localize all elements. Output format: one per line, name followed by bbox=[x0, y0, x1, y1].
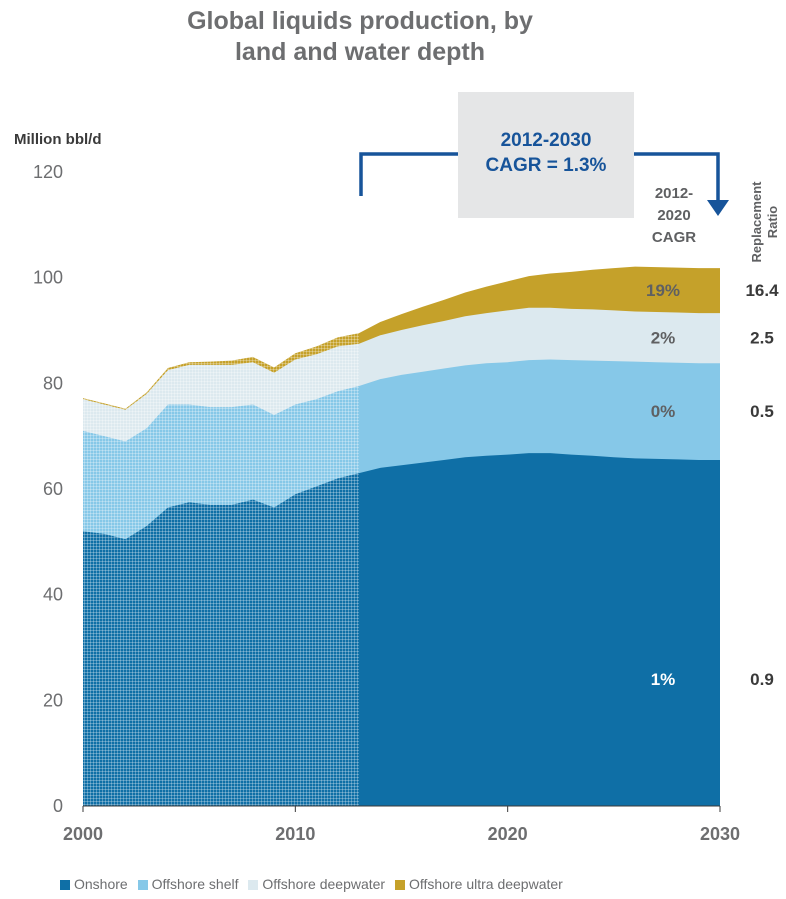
ratio-header-line-2: Ratio bbox=[765, 206, 780, 239]
y-axis-unit-label: Million bbl/d bbox=[14, 131, 101, 148]
legend: Onshore Offshore shelf Offshore deepwate… bbox=[60, 876, 780, 892]
x-axis: 2000 2010 2020 2030 bbox=[63, 806, 740, 844]
y-tick-label: 100 bbox=[33, 268, 63, 288]
x-tick-label: 2030 bbox=[700, 824, 740, 844]
legend-swatch-offshore-deepwater bbox=[248, 880, 258, 890]
replacement-ratio-offshore-ultra-deepwater: 16.4 bbox=[745, 281, 779, 300]
chart-title: Global liquids production, by land and w… bbox=[0, 6, 720, 68]
x-tick-label: 2000 bbox=[63, 824, 103, 844]
cagr-label-offshore-ultra-deepwater: 19% bbox=[646, 281, 680, 300]
y-axis: 0 20 40 60 80 100 120 bbox=[33, 162, 63, 816]
replacement-ratio-offshore-shelf: 0.5 bbox=[750, 402, 774, 421]
replacement-ratio-header: Replacement Ratio bbox=[749, 181, 780, 263]
x-tick-label: 2020 bbox=[488, 824, 528, 844]
cagr-label-offshore-shelf: 0% bbox=[651, 402, 676, 421]
cagr-header-line-1: 2012- bbox=[655, 185, 693, 202]
cagr-callout-line-1: 2012-2030 bbox=[458, 128, 634, 153]
cagr-column-header: 2012- 2020 CAGR bbox=[652, 185, 696, 246]
y-tick-label: 120 bbox=[33, 162, 63, 182]
cagr-callout-line-2: CAGR = 1.3% bbox=[458, 153, 634, 178]
legend-swatch-onshore bbox=[60, 880, 70, 890]
x-tick-label: 2010 bbox=[275, 824, 315, 844]
y-tick-label: 60 bbox=[43, 479, 63, 499]
cagr-header-line-3: CAGR bbox=[652, 229, 696, 246]
cagr-header-line-2: 2020 bbox=[657, 207, 690, 224]
y-tick-label: 40 bbox=[43, 585, 63, 605]
cagr-label-onshore: 1% bbox=[651, 670, 676, 689]
legend-item-offshore-ultra-deepwater: Offshore ultra deepwater bbox=[395, 876, 563, 892]
legend-swatch-offshore-ultra-deepwater bbox=[395, 880, 405, 890]
arrow-down-icon bbox=[707, 200, 729, 216]
replacement-ratio-onshore: 0.9 bbox=[750, 670, 774, 689]
chart-title-line-1: Global liquids production, by bbox=[0, 6, 720, 37]
historical-hatch-overlay bbox=[83, 172, 359, 806]
legend-swatch-offshore-shelf bbox=[138, 880, 148, 890]
y-tick-label: 20 bbox=[43, 690, 63, 710]
legend-item-offshore-shelf: Offshore shelf bbox=[138, 876, 239, 892]
ratio-header-line-1: Replacement bbox=[749, 181, 764, 263]
replacement-ratio-offshore-deepwater: 2.5 bbox=[750, 329, 774, 348]
y-tick-label: 0 bbox=[53, 796, 63, 816]
legend-item-onshore: Onshore bbox=[60, 876, 128, 892]
cagr-label-offshore-deepwater: 2% bbox=[651, 329, 676, 348]
cagr-callout: 2012-2030 CAGR = 1.3% bbox=[458, 128, 634, 178]
y-tick-label: 80 bbox=[43, 373, 63, 393]
chart-title-line-2: land and water depth bbox=[0, 37, 720, 68]
legend-item-offshore-deepwater: Offshore deepwater bbox=[248, 876, 385, 892]
